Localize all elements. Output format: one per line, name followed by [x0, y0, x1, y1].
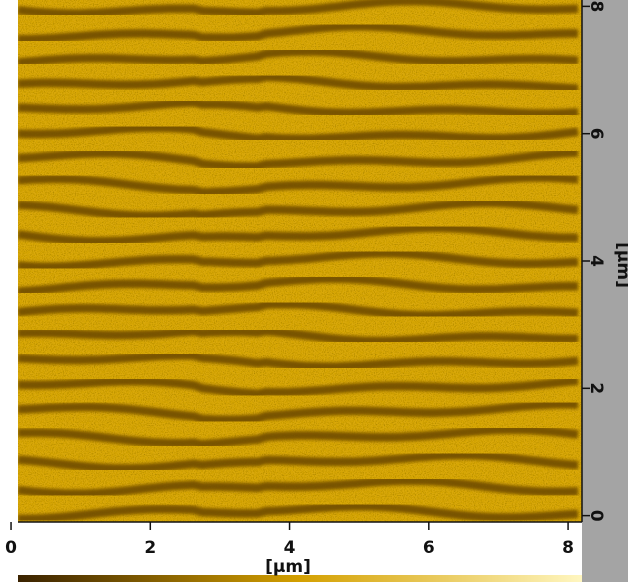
stripe [18, 501, 579, 522]
x-axis-label: [µm] [265, 557, 311, 577]
stripe [18, 223, 579, 246]
x-tick-label: 0 [5, 538, 17, 558]
stripe [18, 274, 578, 296]
stripe [18, 248, 579, 272]
stripe [18, 47, 579, 67]
stripe [18, 0, 579, 18]
y-tick-label: 6 [586, 128, 606, 140]
stripe [18, 376, 579, 399]
stripe [18, 123, 579, 144]
stripe [18, 400, 579, 425]
stripe [18, 72, 579, 93]
y-tick-label: 0 [586, 510, 606, 522]
x-tick-label: 8 [562, 538, 574, 558]
stripe [18, 450, 579, 473]
afm-image [18, 0, 582, 543]
stripe [18, 351, 579, 371]
color-bar [18, 575, 582, 582]
x-tick-label: 4 [284, 538, 296, 558]
y-axis-label: [µm] [613, 242, 628, 288]
stripe [18, 532, 578, 543]
stripe [18, 299, 579, 320]
x-tick-label: 2 [144, 538, 156, 558]
y-tick-label: 2 [586, 382, 606, 394]
stripe [18, 476, 579, 499]
stripe [18, 198, 579, 221]
x-tick-label: 6 [423, 538, 435, 558]
stripe [18, 326, 578, 346]
y-tick-label: 8 [586, 0, 606, 12]
stripe [18, 21, 578, 44]
stripe [18, 148, 579, 171]
stripe [18, 173, 579, 197]
y-tick-label: 4 [586, 255, 606, 267]
stripe [18, 98, 579, 118]
stripe [18, 425, 579, 449]
y-axis-strip [582, 0, 628, 582]
